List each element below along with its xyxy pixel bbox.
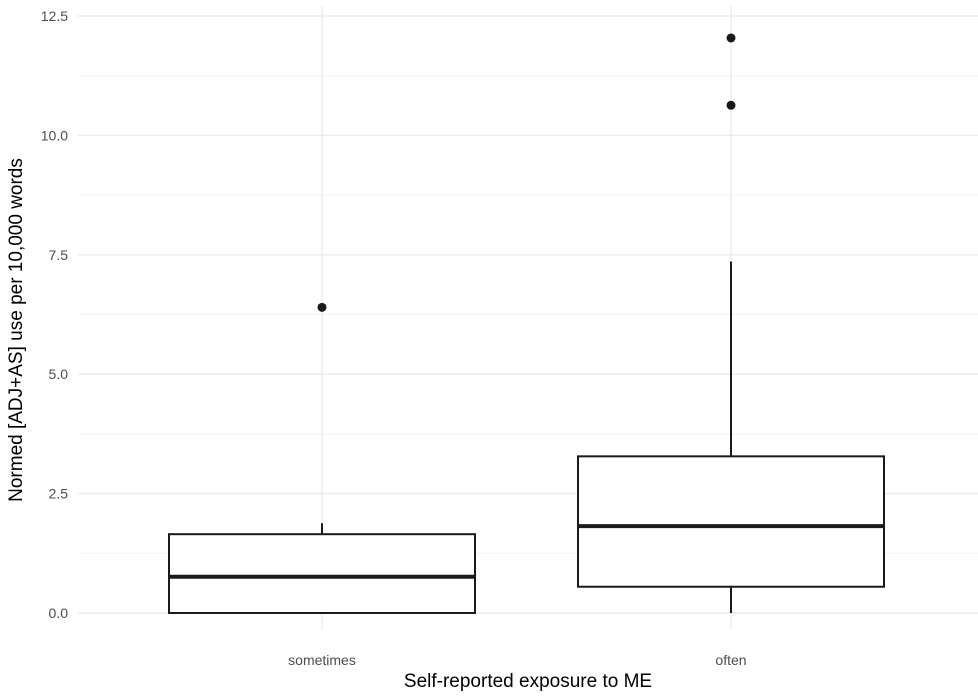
outlier-point	[726, 33, 736, 43]
boxes	[168, 33, 885, 614]
y-tick-label: 5.0	[49, 366, 69, 382]
y-axis-ticks: 0.0 2.5 5.0 7.5 10.0 12.5	[41, 8, 68, 621]
y-tick-label: 10.0	[41, 127, 68, 143]
y-axis-title: Normed [ADJ+AS] use per 10,000 words	[6, 158, 27, 502]
y-tick-label: 7.5	[49, 247, 69, 263]
y-tick-label: 2.5	[49, 486, 69, 502]
box-often	[577, 33, 885, 613]
x-tick-label: often	[715, 652, 746, 668]
x-axis-ticks: sometimes often	[288, 652, 746, 668]
iqr-box	[168, 533, 476, 614]
outlier-point	[726, 100, 736, 110]
iqr-box	[577, 455, 885, 588]
outlier-point	[317, 302, 327, 312]
y-tick-label: 0.0	[49, 605, 69, 621]
x-tick-label: sometimes	[288, 652, 356, 668]
box-sometimes	[168, 302, 476, 614]
y-tick-label: 12.5	[41, 8, 68, 24]
x-axis-title: Self-reported exposure to ME	[404, 671, 652, 692]
